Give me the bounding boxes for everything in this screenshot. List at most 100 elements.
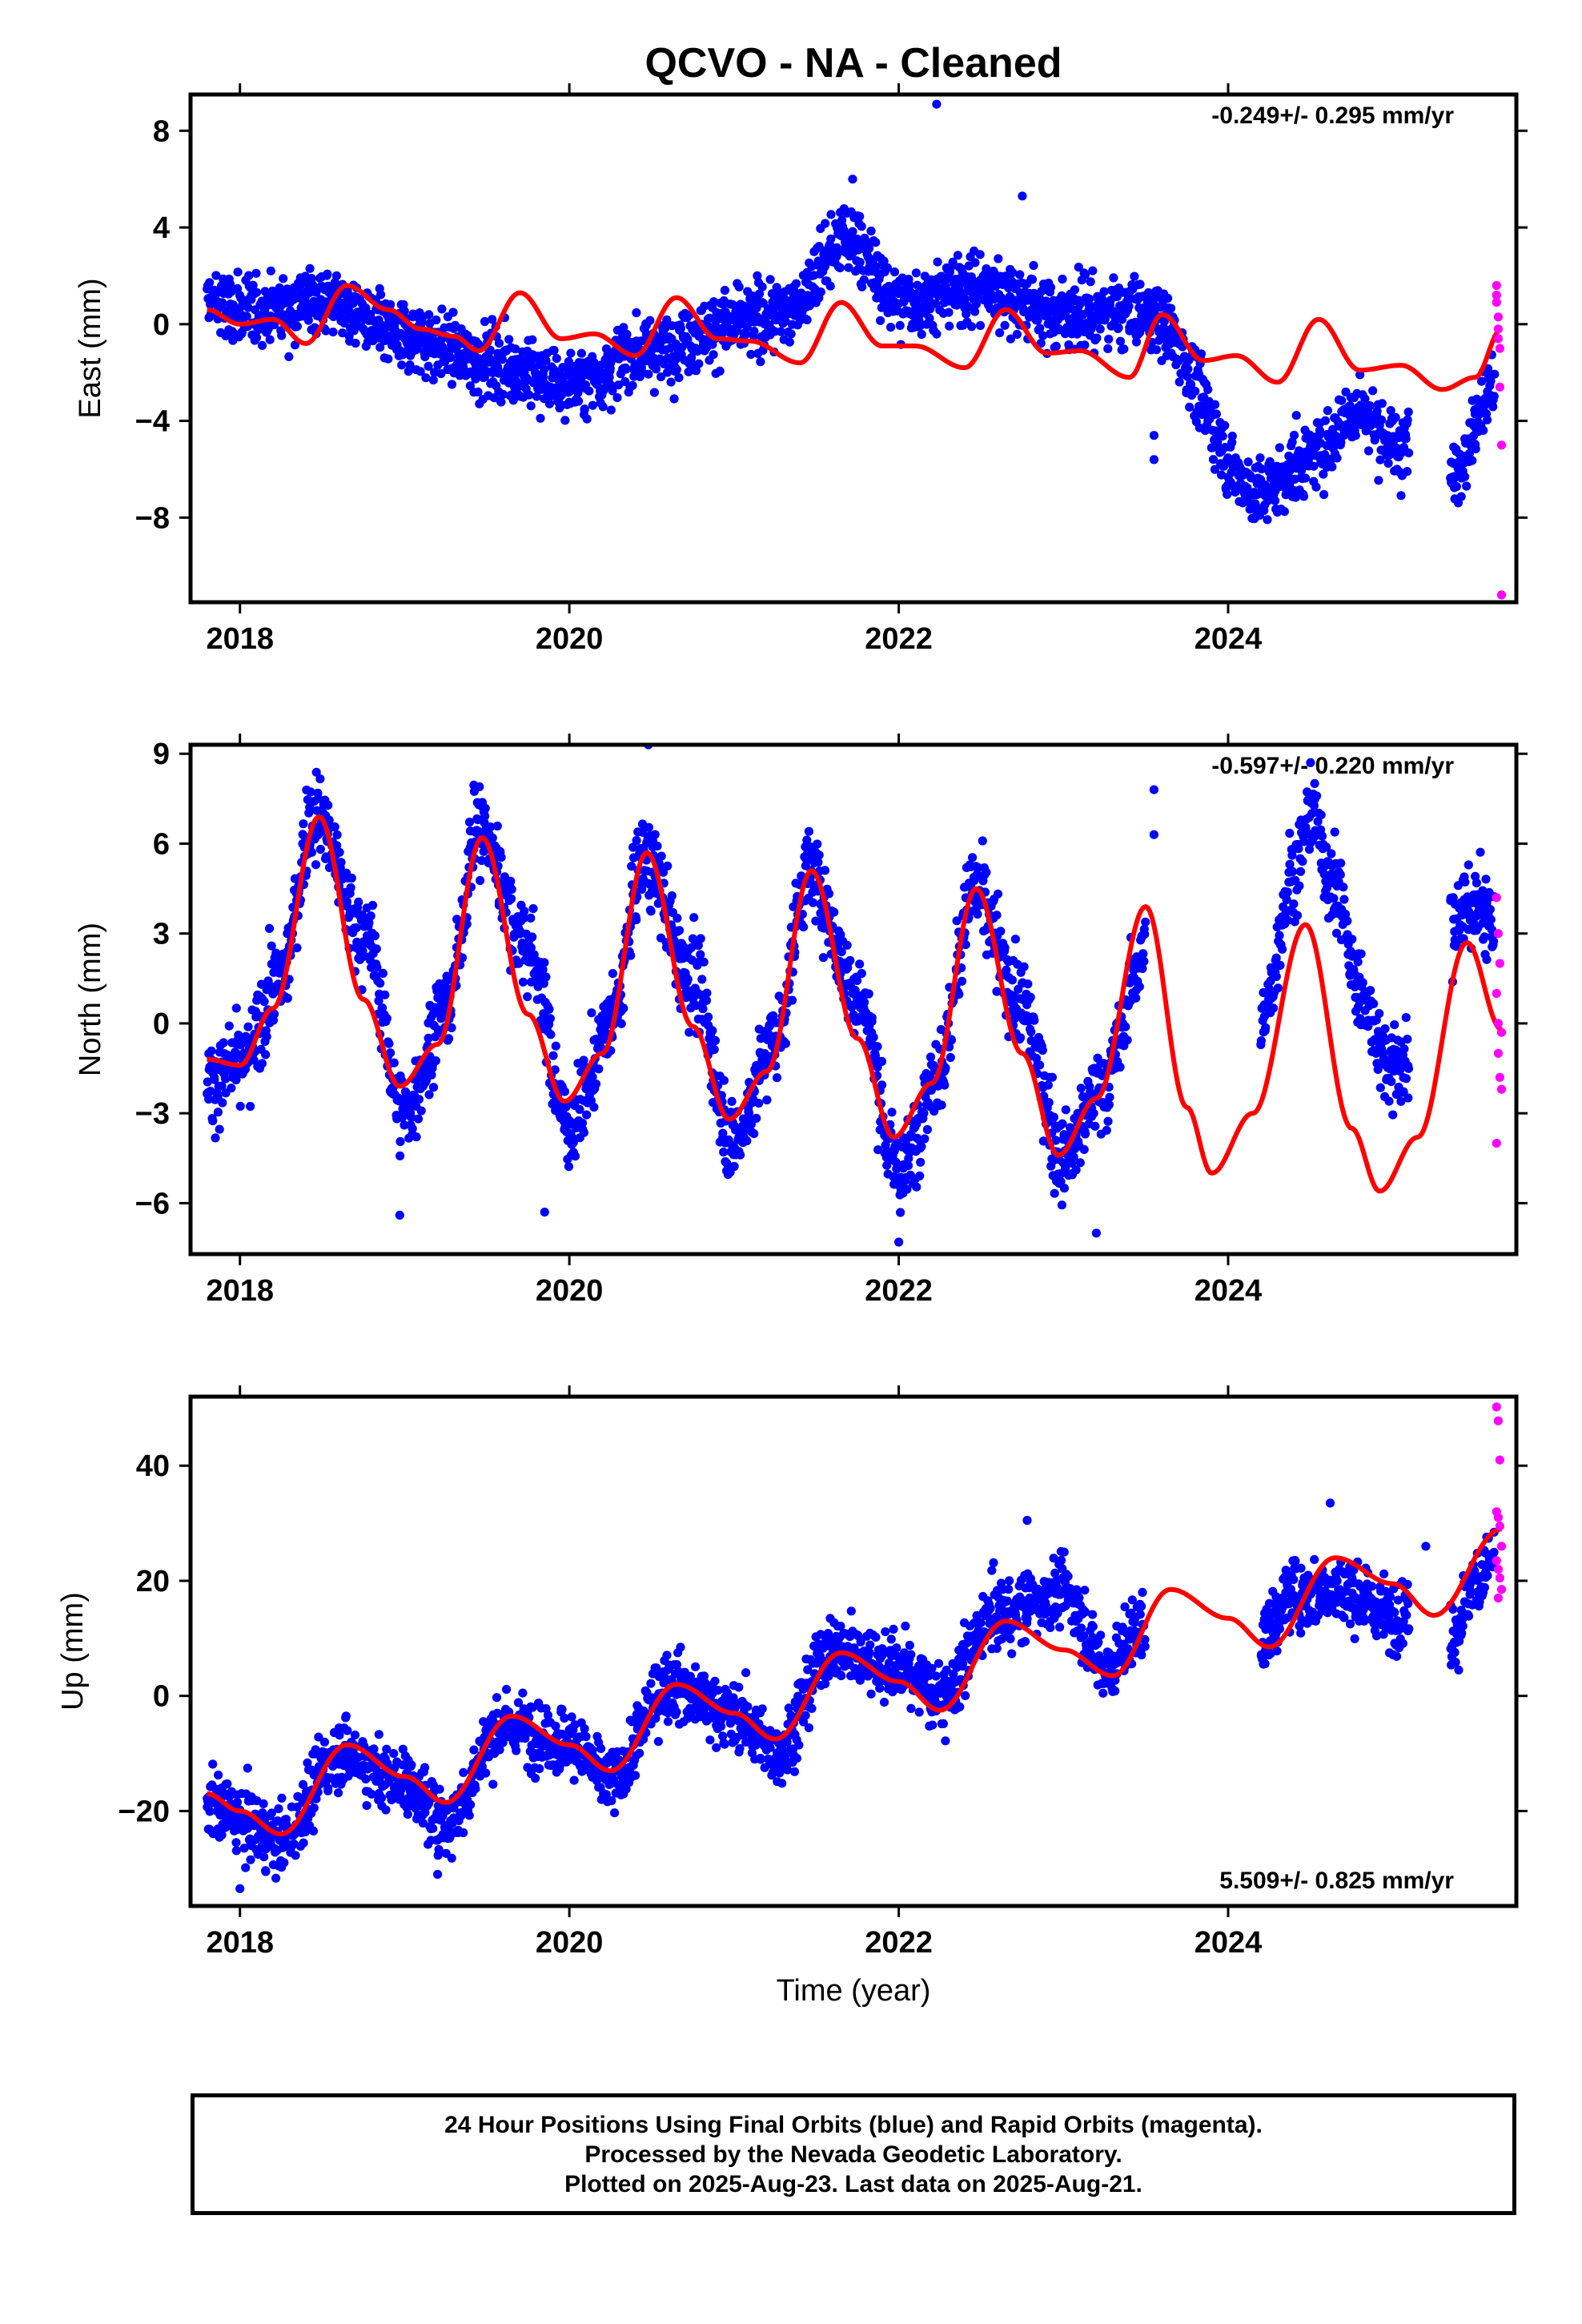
east-final-point: [1462, 481, 1472, 491]
north-final-point: [1051, 1136, 1061, 1145]
east-final-point: [1135, 279, 1145, 289]
north-final-point: [315, 774, 325, 784]
east-final-point: [757, 282, 767, 292]
east-final-point: [1490, 369, 1500, 379]
north-final-point: [644, 822, 654, 832]
north-final-point: [477, 856, 487, 866]
up-final-point: [258, 1808, 267, 1818]
north-rapid-orbit-points: [1492, 893, 1507, 1148]
north-final-point: [626, 951, 636, 960]
north-ytick-label: −3: [135, 1097, 170, 1131]
east-final-point: [612, 393, 622, 403]
east-final-point: [539, 372, 548, 382]
north-final-point: [1273, 983, 1283, 993]
north-ytick-label: 3: [153, 918, 170, 951]
north-final-point: [526, 943, 536, 952]
north-final-point: [1339, 895, 1349, 904]
north-final-point: [699, 957, 709, 967]
east-final-point: [1210, 464, 1220, 474]
east-plot-area: [203, 99, 1507, 600]
east-final-point: [1271, 496, 1280, 505]
north-final-point: [814, 850, 824, 860]
east-rapid-point: [1495, 382, 1504, 392]
north-final-point: [916, 1157, 926, 1167]
east-final-point: [649, 388, 660, 397]
east-final-point: [1196, 349, 1207, 359]
north-final-point: [488, 833, 497, 842]
east-final-point: [1365, 401, 1375, 411]
east-final-point: [802, 315, 812, 324]
east-final-point: [463, 331, 472, 340]
north-final-point: [526, 913, 536, 923]
east-final-point: [1363, 446, 1374, 456]
north-final-point: [855, 959, 865, 969]
north-final-point: [243, 1022, 253, 1031]
north-final-point: [204, 1094, 214, 1104]
north-final-point: [414, 1095, 424, 1104]
north-final-point: [882, 1160, 892, 1170]
north-final-point: [372, 963, 382, 972]
north-final-point: [375, 979, 385, 988]
north-final-point: [811, 916, 821, 926]
east-rapid-point: [1492, 298, 1501, 308]
north-final-point: [922, 1124, 932, 1135]
north-final-point: [1482, 955, 1492, 964]
east-final-point: [933, 257, 942, 267]
east-final-point: [857, 222, 866, 231]
north-final-point: [1339, 883, 1348, 892]
east-final-point: [430, 368, 440, 377]
north-final-point: [1347, 935, 1357, 944]
east-final-point: [211, 271, 221, 280]
east-final-point: [756, 357, 765, 367]
east-final-point: [1265, 456, 1275, 467]
east-final-point: [1080, 270, 1090, 279]
north-final-point: [718, 1128, 728, 1138]
north-final-point: [656, 851, 666, 861]
north-final-point: [262, 1031, 271, 1041]
east-final-point: [497, 355, 508, 364]
east-final-point: [656, 372, 666, 382]
north-final-point: [996, 927, 1006, 936]
north-final-point: [594, 1064, 604, 1074]
north-final-point: [1030, 1015, 1039, 1025]
north-final-point: [570, 1152, 580, 1161]
east-final-point: [560, 416, 570, 425]
east-final-point: [962, 309, 971, 319]
north-final-point: [1023, 979, 1033, 989]
north-final-point: [1283, 887, 1292, 897]
east-final-point: [1051, 341, 1061, 351]
east-xtick-label: 2020: [536, 622, 604, 656]
north-final-point: [912, 1182, 921, 1192]
north-final-point: [371, 944, 381, 954]
north-final-point: [1292, 911, 1303, 920]
north-final-point: [802, 835, 812, 845]
east-final-point: [1282, 487, 1291, 497]
east-final-point: [1360, 394, 1370, 404]
north-final-point: [646, 907, 656, 916]
north-final-point: [813, 858, 823, 867]
north-final-point: [1322, 883, 1332, 893]
north-final-point: [1399, 1044, 1409, 1054]
north-final-point: [396, 1151, 405, 1160]
east-final-point: [762, 312, 772, 321]
east-final-point: [994, 254, 1003, 263]
north-final-point: [424, 1090, 434, 1100]
east-final-point: [1007, 276, 1017, 286]
north-final-point: [1256, 1036, 1266, 1046]
north-final-point: [1138, 963, 1147, 973]
north-final-point: [1460, 877, 1470, 887]
north-final-point: [389, 1058, 399, 1068]
north-final-point: [386, 1048, 396, 1058]
north-final-point: [1140, 930, 1150, 939]
north-rapid-point: [1495, 1072, 1504, 1082]
north-final-point: [208, 1116, 218, 1126]
north-final-point: [1019, 962, 1029, 971]
north-final-point: [1485, 905, 1495, 915]
north-final-point: [1317, 831, 1327, 841]
north-final-point: [1089, 1108, 1098, 1118]
north-final-point: [691, 1000, 701, 1011]
east-final-point: [532, 392, 542, 401]
east-final-point: [511, 344, 520, 354]
up-final-orbit-points: [203, 1498, 1499, 1893]
